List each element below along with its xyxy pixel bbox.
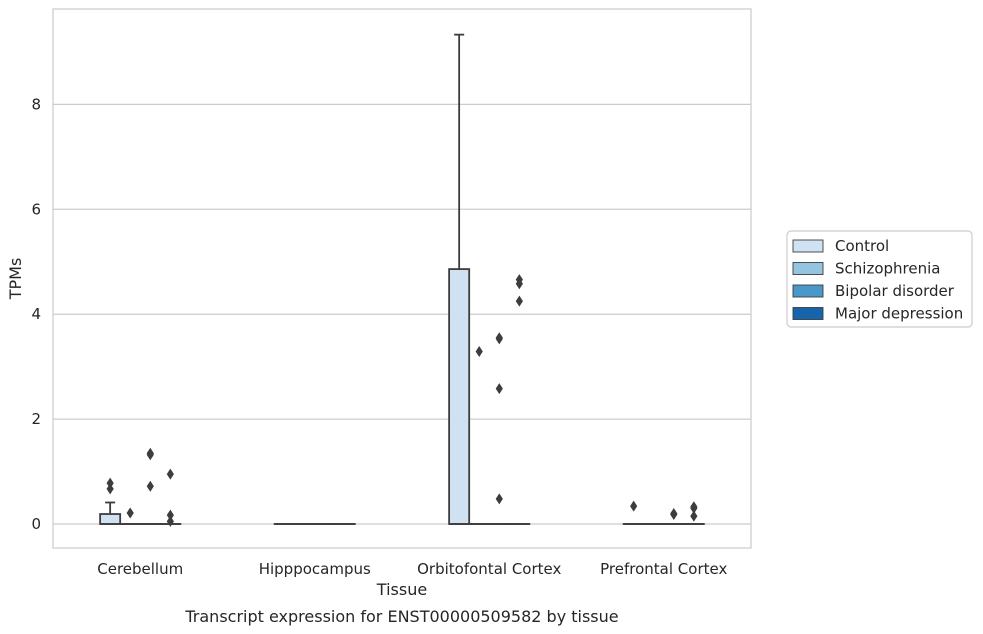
- outlier-point: [495, 383, 503, 395]
- outlier-point: [146, 447, 154, 459]
- y-tick-label: 2: [31, 410, 41, 428]
- y-tick-label: 4: [31, 305, 41, 323]
- x-tick-label: Hipppocampus: [259, 560, 371, 578]
- x-tick-label: Cerebellum: [97, 560, 183, 578]
- legend-label: Schizophrenia: [835, 260, 940, 278]
- outlier-point: [166, 468, 174, 480]
- legend-swatch: [792, 262, 824, 275]
- box-control: [448, 33, 471, 525]
- legend-swatch: [792, 284, 824, 298]
- outlier-point: [106, 477, 114, 489]
- outlier-point: [690, 501, 698, 513]
- outlier-point: [495, 493, 503, 505]
- box-body: [99, 513, 122, 525]
- outlier-point: [670, 508, 678, 520]
- legend-swatch: [792, 307, 824, 320]
- plot-frame: [52, 8, 752, 549]
- x-tick-label: Orbitofontal Cortex: [417, 560, 561, 578]
- outlier-point: [166, 515, 174, 527]
- legend-label: Bipolar disorder: [835, 282, 955, 300]
- box-control: [99, 501, 122, 525]
- outlier-point: [515, 274, 523, 286]
- outlier-point: [515, 295, 523, 307]
- outlier-point: [690, 510, 698, 522]
- outlier-point: [166, 509, 174, 521]
- y-tick-label: 8: [31, 95, 41, 113]
- outlier-point: [146, 480, 154, 492]
- legend: Control Schizophrenia Bipolar disorder Majo…: [786, 230, 973, 328]
- legend-frame: [786, 230, 973, 328]
- legend-label: Control: [835, 237, 889, 255]
- chart-caption: Transcript expression for ENST0000050958…: [184, 607, 618, 626]
- box-body: [448, 268, 471, 525]
- y-axis-title: TPMs: [6, 258, 25, 301]
- x-axis-title: Tissue: [376, 580, 427, 599]
- outlier-point: [495, 332, 503, 344]
- outlier-point: [475, 345, 483, 357]
- grid-lines: [53, 103, 751, 525]
- boxes: [99, 33, 705, 525]
- y-tick-label: 6: [31, 200, 41, 218]
- outlier-point: [630, 500, 638, 512]
- legend-swatch: [792, 239, 824, 253]
- outlier-point: [126, 507, 134, 519]
- y-tick-label: 0: [31, 515, 41, 533]
- outlier-points: [106, 274, 698, 527]
- x-tick-label: Prefrontal Cortex: [600, 560, 727, 578]
- legend-label: Major depression: [835, 305, 963, 323]
- tick-labels: 0 2 4 6 8 Cerebellum Hipppocampus Orbitofontal …: [31, 95, 727, 578]
- outlier-point: [106, 483, 114, 495]
